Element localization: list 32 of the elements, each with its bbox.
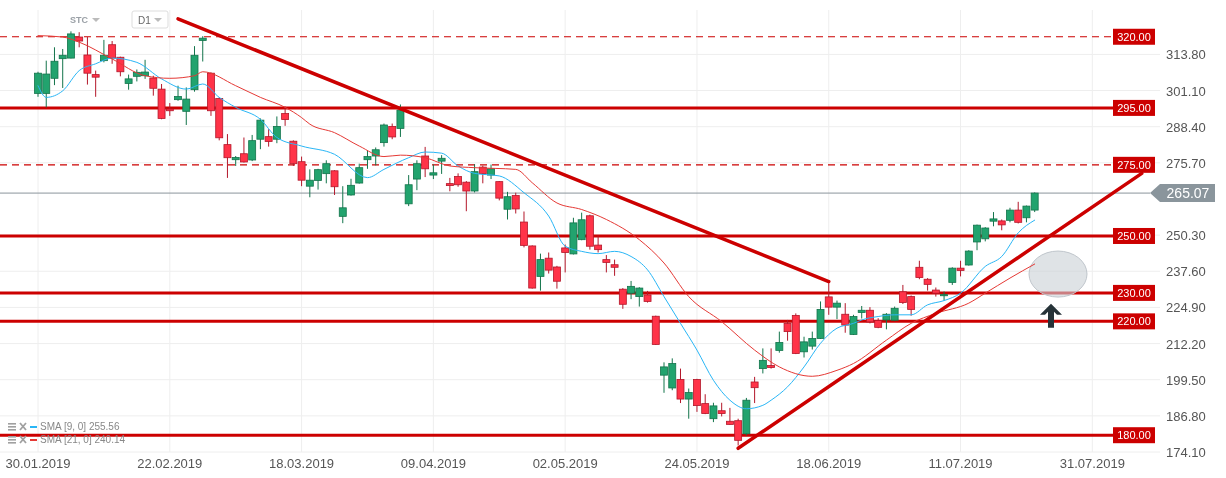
y-tick-label: 212.20	[1166, 336, 1206, 352]
y-tick-label: 237.60	[1166, 264, 1206, 280]
ref-line-label: 275.00	[1117, 158, 1151, 171]
x-tick-label: 31.07.2019	[1059, 456, 1125, 471]
y-tick-label: 275.70	[1166, 155, 1206, 171]
ref-line-label: 265.07	[1166, 185, 1210, 202]
x-tick-label: 09.04.2019	[400, 456, 466, 471]
x-tick-label: 18.06.2019	[796, 456, 862, 471]
ref-line-label: 250.00	[1117, 229, 1151, 242]
ref-line-label: 180.00	[1117, 429, 1151, 442]
annotation: STC	[70, 15, 89, 25]
y-tick-label: 313.80	[1166, 47, 1206, 63]
x-tick-label: 02.05.2019	[532, 456, 598, 471]
y-tick-label: 199.50	[1166, 372, 1206, 388]
ref-line-label: 230.00	[1117, 286, 1151, 299]
ref-line-label: 220.00	[1117, 315, 1151, 328]
x-tick-label: 24.05.2019	[664, 456, 730, 471]
y-tick-label: 288.40	[1166, 119, 1206, 135]
y-tick-label: 301.10	[1166, 83, 1206, 99]
x-tick-label: 18.03.2019	[269, 456, 335, 471]
x-tick-label: 22.02.2019	[137, 456, 203, 471]
y-tick-label: 224.90	[1166, 300, 1206, 316]
legend-label: SMA [9, 0] 255.56	[40, 421, 120, 432]
x-tick-label: 11.07.2019	[928, 456, 993, 471]
ref-line-label: 320.00	[1117, 30, 1151, 43]
x-tick-label: 30.01.2019	[5, 456, 71, 471]
y-tick-label: 174.10	[1166, 445, 1206, 460]
y-tick-label: 250.30	[1166, 228, 1206, 244]
y-tick-label: 186.80	[1166, 408, 1206, 424]
legend-label: SMA [21, 0] 240.14	[40, 434, 126, 445]
ref-line-label: 295.00	[1117, 101, 1151, 114]
annotation: D1	[138, 15, 152, 26]
